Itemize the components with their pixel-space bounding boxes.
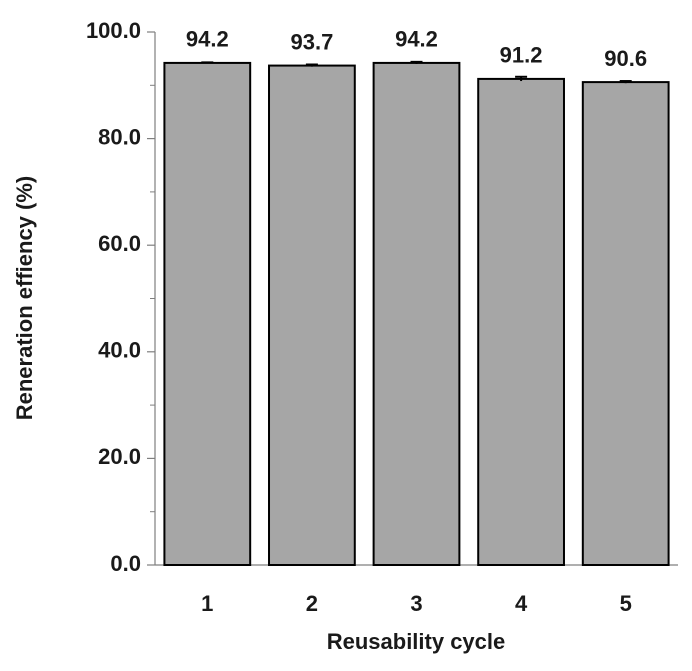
x-axis-title: Reusability cycle bbox=[327, 629, 506, 654]
value-label: 94.2 bbox=[186, 27, 229, 52]
bar bbox=[163, 61, 252, 566]
value-label: 94.2 bbox=[395, 27, 438, 52]
y-tick-label: 80.0 bbox=[98, 124, 141, 149]
x-tick-label: 2 bbox=[306, 591, 318, 616]
y-axis-title: Reneration effiency (%) bbox=[12, 176, 37, 421]
x-tick-label: 1 bbox=[201, 591, 213, 616]
x-tick-label: 5 bbox=[620, 591, 632, 616]
value-label: 90.6 bbox=[604, 46, 647, 71]
value-label: 93.7 bbox=[290, 29, 333, 54]
bar bbox=[268, 64, 356, 566]
y-tick-label: 20.0 bbox=[98, 444, 141, 469]
bar bbox=[477, 77, 565, 567]
y-tick-label: 60.0 bbox=[98, 231, 141, 256]
bar bbox=[372, 61, 461, 566]
x-tick-label: 3 bbox=[410, 591, 422, 616]
value-label: 91.2 bbox=[500, 43, 543, 68]
x-tick-label: 4 bbox=[515, 591, 528, 616]
bar bbox=[581, 81, 670, 567]
y-tick-label: 40.0 bbox=[98, 338, 141, 363]
y-tick-label: 100.0 bbox=[86, 18, 141, 43]
y-tick-label: 0.0 bbox=[110, 551, 141, 576]
